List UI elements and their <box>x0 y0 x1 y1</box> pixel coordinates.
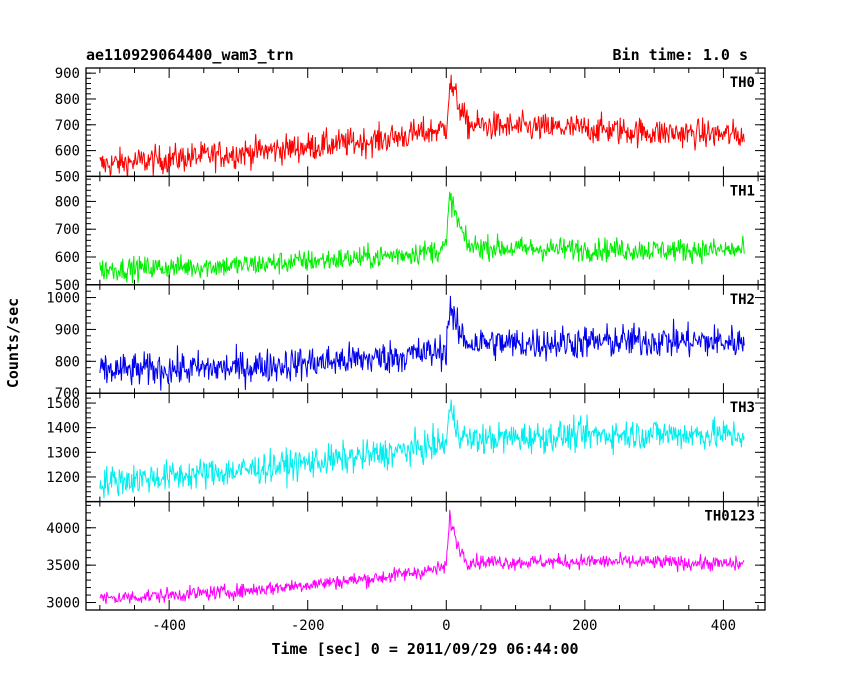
x-tick-label: 200 <box>572 618 597 634</box>
y-tick-label: 1000 <box>46 291 80 307</box>
y-axis-label: Counts/sec <box>4 298 22 388</box>
y-tick-label: 1300 <box>46 445 80 461</box>
x-tick-label: 400 <box>711 618 736 634</box>
panel-label: TH0123 <box>704 509 755 525</box>
y-tick-label: 3500 <box>46 558 80 574</box>
series-line-th0123 <box>99 509 745 604</box>
y-tick-label: 800 <box>55 354 80 370</box>
y-tick-label: 900 <box>55 66 80 82</box>
y-tick-label: 700 <box>55 386 80 402</box>
series-line-th0 <box>99 74 745 177</box>
chart-title: ae110929064400_wam3_trn <box>86 46 294 64</box>
panel-label: TH1 <box>730 183 755 199</box>
x-axis-label: Time [sec] 0 = 2011/09/29 06:44:00 <box>271 640 578 658</box>
panel-th0: 500 600 700 800 900 TH0 <box>55 66 766 185</box>
panel-th1: 500 600 700 800 TH1 <box>55 175 766 294</box>
panels-group: 500 600 700 800 900 TH0 500 600 700 800 TH1 700 800 9… <box>46 66 766 634</box>
series-line-th1 <box>99 191 745 284</box>
y-tick-label: 500 <box>55 169 80 185</box>
y-tick-label: 4000 <box>46 521 80 537</box>
x-tick-label: -400 <box>152 618 186 634</box>
series-line-th2 <box>99 295 745 391</box>
y-tick-label: 800 <box>55 92 80 108</box>
panel-th0123: 3000 3500 4000 TH0123 <box>46 500 766 612</box>
panel-label: TH2 <box>730 292 755 308</box>
y-tick-label: 800 <box>55 194 80 210</box>
panel-label: TH3 <box>730 400 755 416</box>
y-tick-label: 900 <box>55 322 80 338</box>
panel-frame <box>85 500 766 611</box>
y-tick-label: 1200 <box>46 470 80 486</box>
y-tick-label: 600 <box>55 250 80 266</box>
y-tick-label: 3000 <box>46 596 80 612</box>
y-tick-label: 600 <box>55 144 80 160</box>
series-line-th3 <box>99 399 745 499</box>
y-tick-label: 1400 <box>46 421 80 437</box>
x-tick-label: -200 <box>291 618 325 634</box>
panel-label: TH0 <box>730 75 755 91</box>
panel-frame <box>85 67 766 178</box>
y-tick-label: 1500 <box>46 396 80 412</box>
chart-subtitle: Bin time: 1.0 s <box>613 46 748 64</box>
panel-th2: 700 800 900 1000 TH2 <box>46 284 766 402</box>
y-tick-label: 700 <box>55 222 80 238</box>
panel-th3: 1200 1300 1400 1500 TH3 <box>46 392 766 503</box>
x-tick-label: 0 <box>442 618 450 634</box>
y-tick-label: 700 <box>55 118 80 134</box>
y-tick-label: 500 <box>55 278 80 294</box>
